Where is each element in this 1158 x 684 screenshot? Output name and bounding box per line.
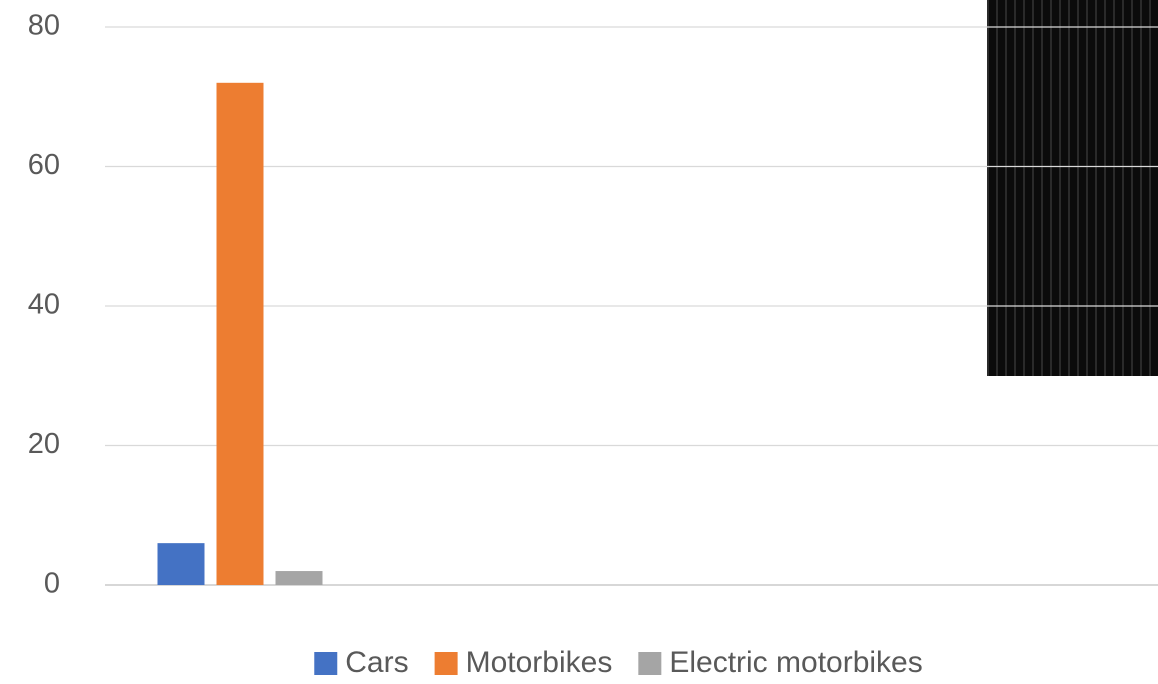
y-tick-label: 0 — [44, 568, 60, 600]
y-tick-label: 40 — [28, 289, 60, 321]
legend-swatch — [435, 652, 458, 675]
legend-label: Electric motorbikes — [669, 646, 922, 679]
legend-label: Motorbikes — [466, 646, 613, 679]
background-photo — [987, 0, 1158, 376]
legend-label: Cars — [345, 646, 408, 679]
chart: 0 20 40 60 80 Cars Motorbikes Electric motorbik… — [0, 0, 1158, 684]
bar — [276, 571, 323, 585]
bar — [158, 543, 205, 585]
y-tick-label: 80 — [28, 10, 60, 42]
bar — [217, 83, 264, 585]
y-tick-label: 20 — [28, 428, 60, 460]
y-tick-label: 60 — [28, 149, 60, 181]
legend-swatch — [638, 652, 661, 675]
legend-swatch — [314, 652, 337, 675]
